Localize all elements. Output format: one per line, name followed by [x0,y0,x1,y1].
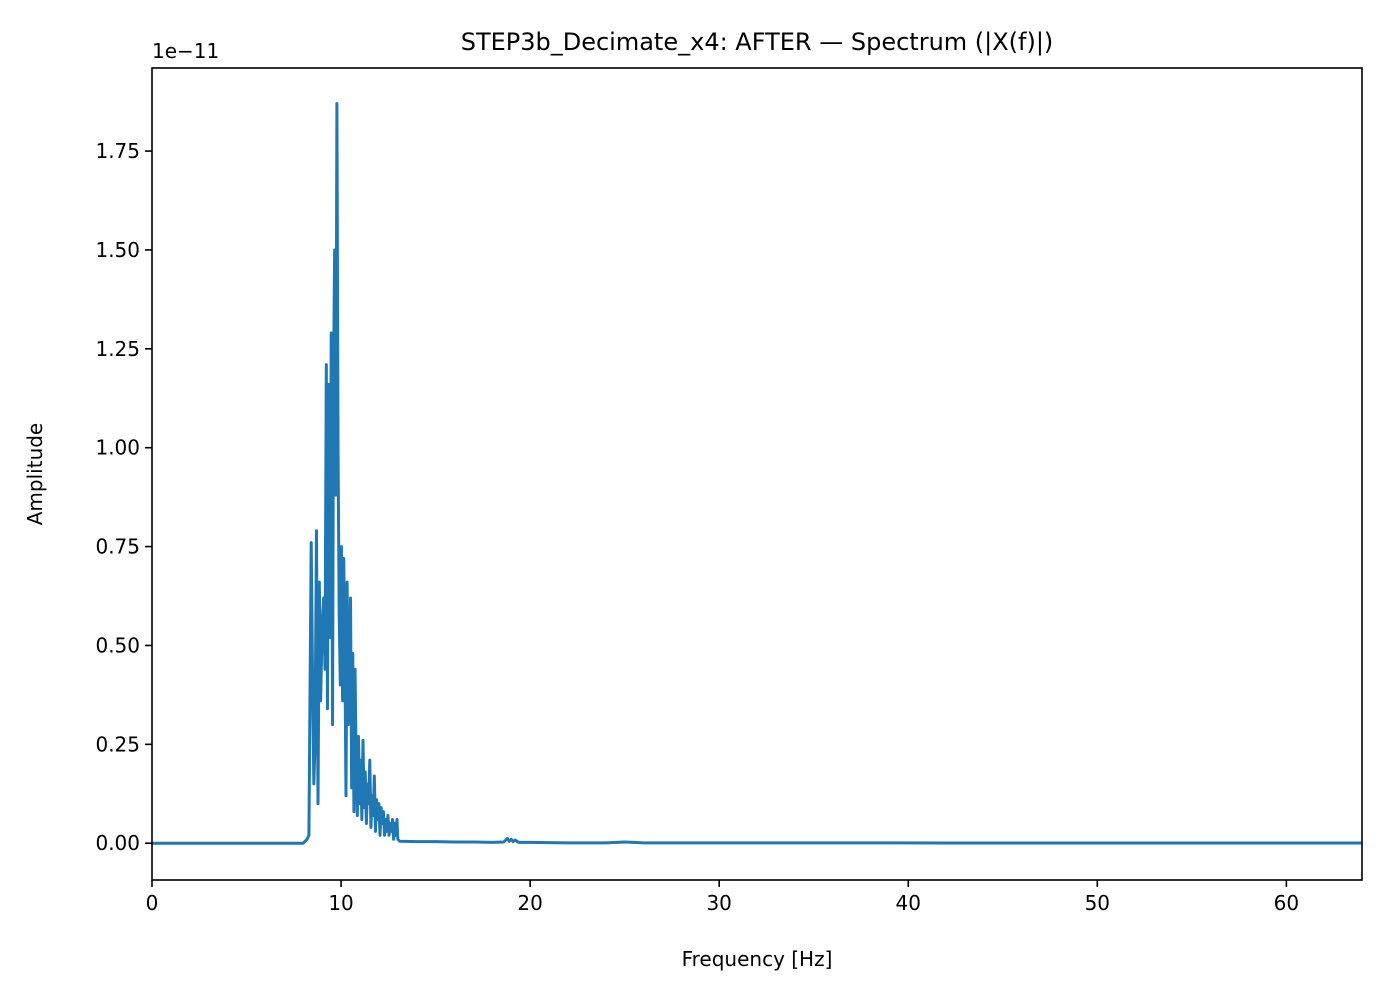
y-tick-label: 1.50 [95,238,140,262]
y-tick-label: 0.25 [95,732,140,756]
x-tick-label: 30 [706,891,731,915]
x-axis-ticks: 0 10 20 30 40 50 60 [146,880,1299,915]
y-tick-label: 1.00 [95,436,140,460]
y-axis-label: Amplitude [23,423,47,526]
chart-title: STEP3b_Decimate_x4: AFTER — Spectrum (|X… [461,28,1054,56]
x-tick-label: 20 [517,891,542,915]
x-tick-label: 50 [1085,891,1110,915]
x-tick-label: 0 [146,891,159,915]
y-tick-label: 0.00 [95,831,140,855]
y-tick-label: 1.25 [95,337,140,361]
y-tick-label: 1.75 [95,139,140,163]
axes-frame [151,67,1363,881]
x-tick-label: 40 [896,891,921,915]
y-offset-label: 1e−11 [152,39,219,63]
x-tick-label: 60 [1274,891,1299,915]
x-axis-label: Frequency [Hz] [682,947,833,971]
y-tick-label: 0.50 [95,633,140,657]
x-tick-label: 10 [328,891,353,915]
y-tick-label: 0.75 [95,535,140,559]
plot-area [152,102,1362,845]
spectrum-series-line [152,102,1362,845]
y-axis-ticks: 0.00 0.25 0.50 0.75 1.00 1.25 1.50 1.75 [95,139,152,855]
